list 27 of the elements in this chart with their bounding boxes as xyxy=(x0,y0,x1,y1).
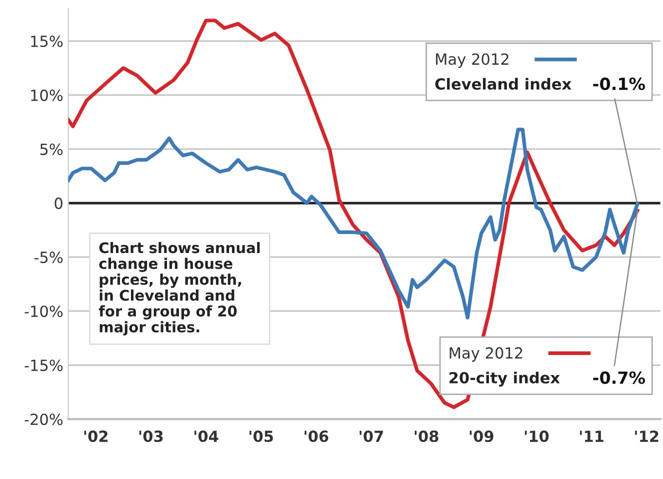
x-tick-label: '04 xyxy=(194,430,218,442)
y-tick-label: -10% xyxy=(24,306,63,318)
legend-label: Cleveland index xyxy=(435,78,572,90)
line-series xyxy=(68,128,640,320)
y-tick-label: 15% xyxy=(31,35,63,48)
x-tick-label: '11 xyxy=(580,430,604,442)
annotation: May 2012 xyxy=(436,53,508,68)
x-tick-label: '06 xyxy=(304,430,328,442)
annotation: -0.7% xyxy=(593,371,645,384)
annotation: Chart shows annual change in house prices, by month, in Cleveland and for a group of 20 major cities. xyxy=(98,242,260,336)
y-tick-label: -15% xyxy=(24,360,63,372)
x-tick-label: '03 xyxy=(139,430,163,442)
legend-label: 20-city index xyxy=(450,372,560,387)
y-tick-label: -20% xyxy=(24,414,63,426)
y-tick-label: 5% xyxy=(40,144,63,156)
x-tick-label: '05 xyxy=(250,430,273,442)
x-tick-label: '07 xyxy=(360,430,383,442)
x-tick-label: '10 xyxy=(524,430,549,442)
x-tick-label: '02 xyxy=(84,430,108,442)
annotation: May 2012 xyxy=(450,347,522,362)
y-tick-label: 10% xyxy=(31,90,63,102)
y-tick-label: 0 xyxy=(54,198,62,210)
x-tick-label: '09 xyxy=(470,430,494,442)
x-tick-label: '12 xyxy=(635,430,658,442)
x-tick-label: '08 xyxy=(414,430,438,442)
annotation: -0.1% xyxy=(593,78,645,90)
y-tick-label: -5% xyxy=(34,252,63,264)
